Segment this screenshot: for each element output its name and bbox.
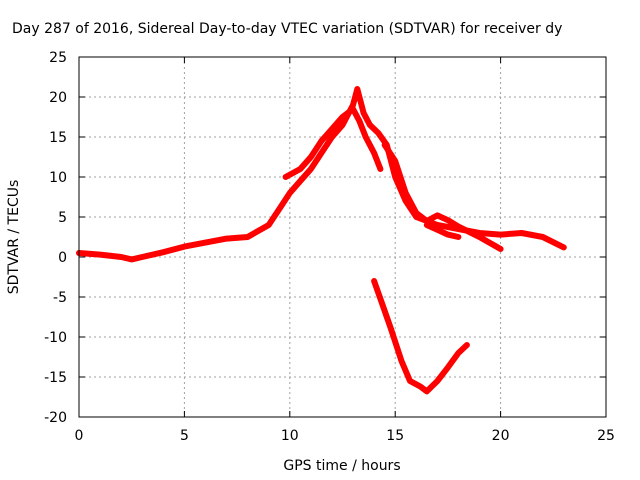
x-tick-label: 15 [386,428,404,444]
y-ticks: -20 -15 -10 -5 0 5 10 15 20 25 [44,50,606,426]
series-group [76,86,567,395]
series-line-track-5 [371,278,470,395]
x-ticks: 0 5 10 15 20 25 [75,57,615,444]
x-tick-label: 5 [180,428,189,444]
plot-frame [78,56,607,418]
y-tick-label: -15 [44,370,67,386]
y-tick-label: 10 [49,170,67,186]
series-line-track-2 [282,106,384,180]
y-axis-label: SDTVAR / TECUs [6,180,22,295]
y-tick-label: 15 [49,130,67,146]
x-tick-label: 20 [492,428,510,444]
chart-title: Day 287 of 2016, Sidereal Day-to-day VTE… [12,21,562,37]
x-axis-label: GPS time / hours [283,458,400,474]
x-tick-label: 10 [281,428,299,444]
y-tick-label: 0 [58,250,67,266]
x-tick-label: 25 [597,428,615,444]
y-tick-label: 5 [58,210,67,226]
series-line-track-3 [381,142,504,252]
y-tick-label: -20 [44,410,67,426]
series-line-track-4 [423,222,462,240]
y-tick-label: 25 [49,50,67,66]
series-line-track-1 [76,86,567,263]
x-tick-label: 0 [75,428,84,444]
y-tick-label: 20 [49,90,67,106]
y-tick-label: -10 [44,330,67,346]
y-tick-label: -5 [53,290,67,306]
